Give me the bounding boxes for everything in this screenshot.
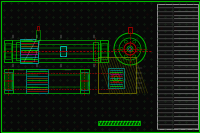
Bar xyxy=(16,42,21,60)
Bar xyxy=(26,69,48,93)
Bar xyxy=(101,43,107,59)
Circle shape xyxy=(124,55,127,58)
Circle shape xyxy=(112,74,120,82)
Bar xyxy=(20,39,38,63)
Bar xyxy=(128,27,132,33)
Bar xyxy=(80,69,89,93)
Bar xyxy=(4,40,12,62)
Bar xyxy=(98,57,136,93)
Circle shape xyxy=(114,33,146,65)
Circle shape xyxy=(120,47,123,51)
Bar xyxy=(5,73,12,89)
Bar xyxy=(5,72,12,90)
Bar xyxy=(36,30,40,40)
Bar xyxy=(98,121,140,125)
Bar xyxy=(37,26,39,30)
Circle shape xyxy=(119,38,141,60)
Bar xyxy=(81,73,88,89)
Circle shape xyxy=(133,40,136,43)
Circle shape xyxy=(133,55,136,58)
Circle shape xyxy=(127,46,133,52)
Bar xyxy=(5,43,11,59)
Bar xyxy=(81,72,88,90)
Bar xyxy=(157,4,198,129)
Bar xyxy=(108,68,124,88)
Circle shape xyxy=(124,43,136,55)
Bar xyxy=(60,46,66,56)
Circle shape xyxy=(128,47,132,51)
Circle shape xyxy=(124,40,127,43)
Bar xyxy=(100,40,108,62)
Circle shape xyxy=(114,76,118,80)
Bar xyxy=(93,42,98,60)
Circle shape xyxy=(137,47,140,51)
Bar xyxy=(4,69,13,93)
